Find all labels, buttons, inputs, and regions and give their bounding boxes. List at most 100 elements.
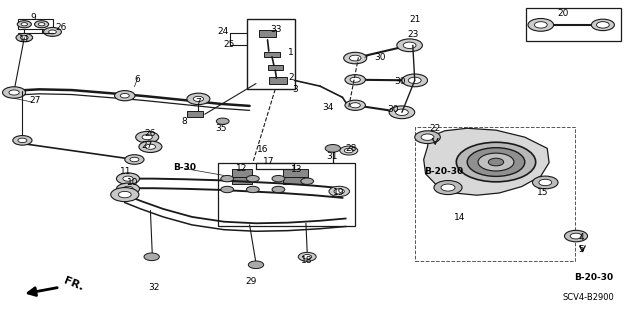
Polygon shape xyxy=(424,128,549,195)
Circle shape xyxy=(130,157,139,162)
Text: B-20-30: B-20-30 xyxy=(424,167,463,176)
Text: 1: 1 xyxy=(289,48,294,57)
Circle shape xyxy=(397,39,422,52)
Circle shape xyxy=(334,189,344,194)
Text: 13: 13 xyxy=(291,165,302,174)
Bar xyxy=(232,169,252,177)
Circle shape xyxy=(534,22,547,28)
Text: 23: 23 xyxy=(407,30,419,39)
Circle shape xyxy=(345,75,365,85)
Circle shape xyxy=(403,42,416,48)
Text: 25: 25 xyxy=(223,40,235,48)
Circle shape xyxy=(389,106,415,119)
Circle shape xyxy=(396,109,408,115)
Text: 28: 28 xyxy=(345,145,356,153)
Circle shape xyxy=(16,33,33,42)
Circle shape xyxy=(116,183,140,195)
Text: 29: 29 xyxy=(246,277,257,286)
Text: 33: 33 xyxy=(271,25,282,34)
Circle shape xyxy=(415,131,440,144)
Circle shape xyxy=(21,23,28,26)
Circle shape xyxy=(350,103,360,108)
Circle shape xyxy=(3,87,26,98)
Circle shape xyxy=(408,77,421,84)
Text: 9: 9 xyxy=(31,13,36,22)
Bar xyxy=(247,19,295,89)
Circle shape xyxy=(246,186,259,193)
Text: 11: 11 xyxy=(120,167,132,176)
Text: 34: 34 xyxy=(322,103,333,112)
Circle shape xyxy=(142,135,152,140)
Circle shape xyxy=(456,142,536,182)
Circle shape xyxy=(9,90,19,95)
Circle shape xyxy=(20,36,28,40)
Circle shape xyxy=(488,158,504,166)
Circle shape xyxy=(111,188,139,202)
Circle shape xyxy=(350,77,360,82)
Text: 8: 8 xyxy=(182,117,187,126)
Circle shape xyxy=(221,186,234,193)
Circle shape xyxy=(18,138,27,143)
Circle shape xyxy=(116,173,140,184)
Circle shape xyxy=(539,179,552,186)
Circle shape xyxy=(597,22,609,28)
Text: 35: 35 xyxy=(216,124,227,133)
Text: 20: 20 xyxy=(557,9,569,18)
Circle shape xyxy=(345,100,365,110)
Circle shape xyxy=(38,23,45,26)
Bar xyxy=(283,177,308,184)
Circle shape xyxy=(344,148,353,153)
Circle shape xyxy=(221,175,234,182)
Bar xyxy=(232,177,252,184)
Circle shape xyxy=(344,52,367,64)
Text: 11: 11 xyxy=(19,35,30,44)
Circle shape xyxy=(329,186,349,197)
Circle shape xyxy=(139,141,162,152)
Text: 17: 17 xyxy=(263,157,275,166)
Circle shape xyxy=(301,178,314,184)
Circle shape xyxy=(591,19,614,31)
Circle shape xyxy=(187,93,210,105)
Circle shape xyxy=(478,153,514,171)
Bar xyxy=(269,77,287,84)
Text: 4: 4 xyxy=(579,233,584,242)
Circle shape xyxy=(144,253,159,261)
Text: 5: 5 xyxy=(579,245,584,254)
Text: 32: 32 xyxy=(148,283,159,292)
Circle shape xyxy=(216,118,229,124)
Circle shape xyxy=(35,21,49,28)
Text: 31: 31 xyxy=(326,152,338,161)
Text: 12: 12 xyxy=(236,164,248,173)
Circle shape xyxy=(303,255,312,259)
Circle shape xyxy=(349,55,361,61)
Circle shape xyxy=(528,19,554,31)
Circle shape xyxy=(298,252,316,261)
Bar xyxy=(187,111,204,117)
Text: 15: 15 xyxy=(537,188,548,197)
Circle shape xyxy=(402,74,428,87)
Text: 19: 19 xyxy=(333,188,345,197)
Text: 21: 21 xyxy=(409,15,420,24)
Circle shape xyxy=(272,175,285,182)
Text: 27: 27 xyxy=(141,141,153,150)
Circle shape xyxy=(17,21,31,28)
Circle shape xyxy=(123,186,133,191)
Text: 27: 27 xyxy=(29,96,41,105)
Bar xyxy=(218,163,355,226)
Text: 18: 18 xyxy=(301,256,313,265)
Circle shape xyxy=(532,176,558,189)
Text: 16: 16 xyxy=(257,145,268,154)
Circle shape xyxy=(325,145,340,152)
Text: B-20-30: B-20-30 xyxy=(574,273,614,282)
Circle shape xyxy=(467,148,525,176)
Text: 7: 7 xyxy=(196,98,201,107)
Circle shape xyxy=(248,261,264,269)
Circle shape xyxy=(125,155,144,164)
Circle shape xyxy=(570,233,582,239)
Circle shape xyxy=(272,186,285,193)
Circle shape xyxy=(118,191,131,198)
Circle shape xyxy=(441,184,455,191)
Text: 2: 2 xyxy=(289,73,294,82)
Bar xyxy=(264,52,280,57)
Circle shape xyxy=(49,30,56,34)
